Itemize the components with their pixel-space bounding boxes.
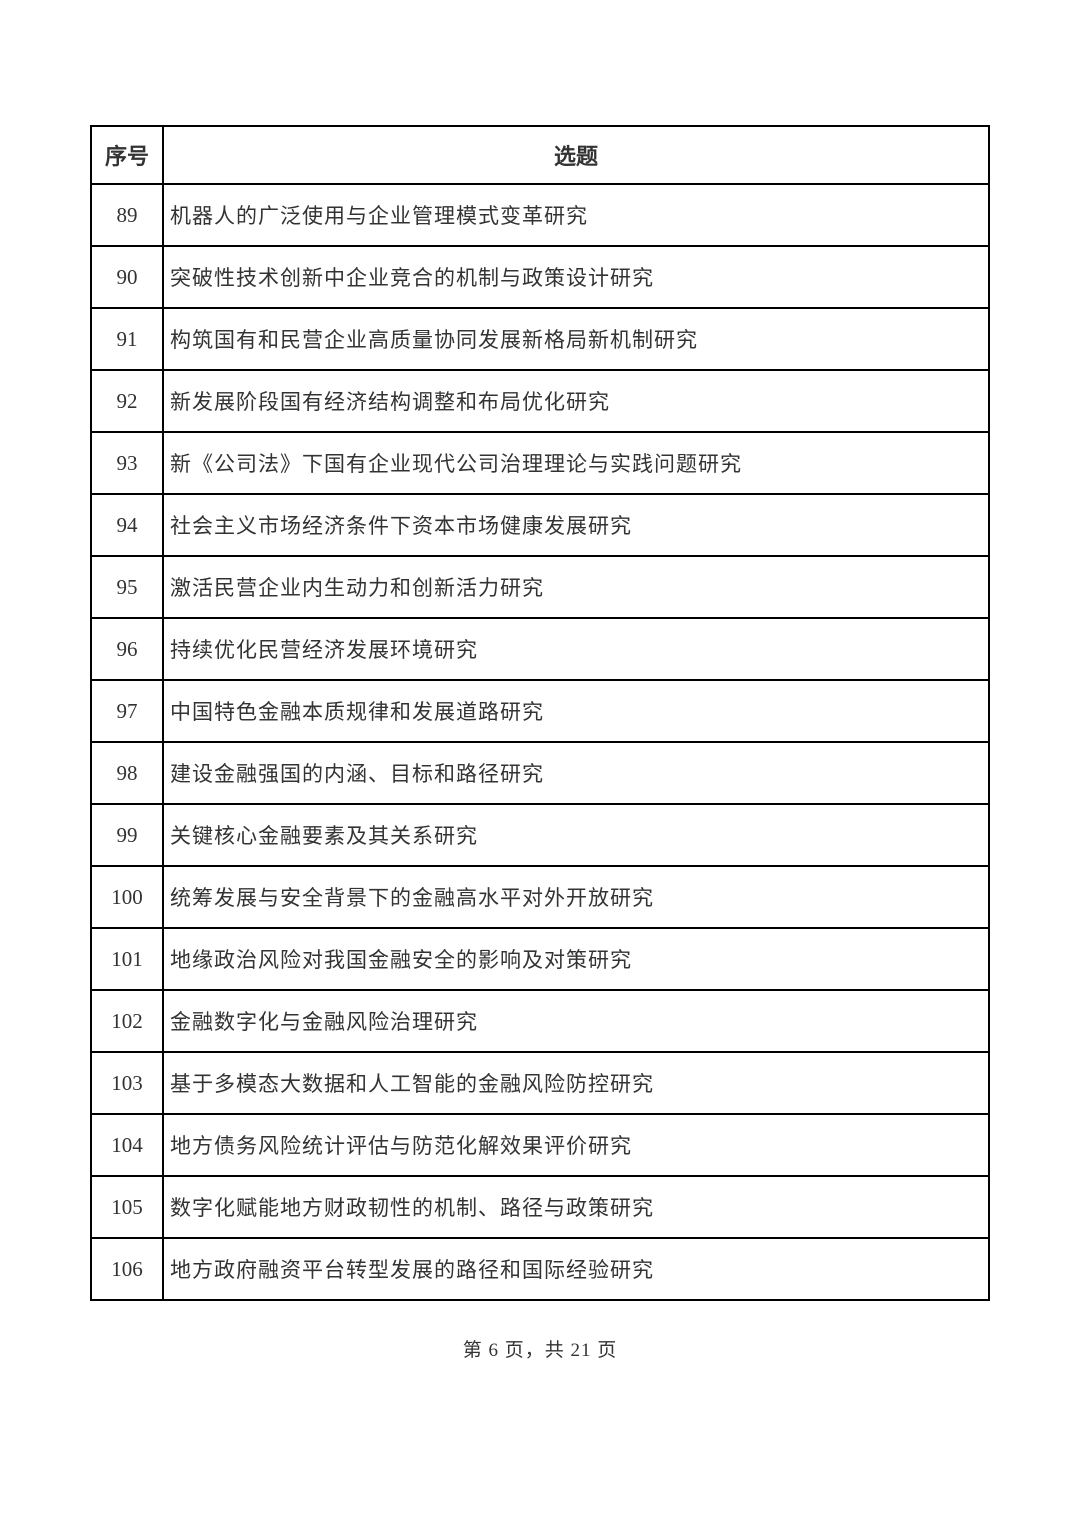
table-body: 89机器人的广泛使用与企业管理模式变革研究90突破性技术创新中企业竞合的机制与政… — [91, 184, 989, 1300]
table-row: 94社会主义市场经济条件下资本市场健康发展研究 — [91, 494, 989, 556]
table-row: 99关键核心金融要素及其关系研究 — [91, 804, 989, 866]
cell-seq: 93 — [91, 432, 163, 494]
cell-topic: 社会主义市场经济条件下资本市场健康发展研究 — [163, 494, 989, 556]
table-row: 101地缘政治风险对我国金融安全的影响及对策研究 — [91, 928, 989, 990]
header-topic: 选题 — [163, 126, 989, 184]
cell-topic: 地缘政治风险对我国金融安全的影响及对策研究 — [163, 928, 989, 990]
cell-topic: 金融数字化与金融风险治理研究 — [163, 990, 989, 1052]
cell-seq: 103 — [91, 1052, 163, 1114]
cell-seq: 101 — [91, 928, 163, 990]
table-row: 97中国特色金融本质规律和发展道路研究 — [91, 680, 989, 742]
table-row: 98建设金融强国的内涵、目标和路径研究 — [91, 742, 989, 804]
table-row: 96持续优化民营经济发展环境研究 — [91, 618, 989, 680]
table-row: 102金融数字化与金融风险治理研究 — [91, 990, 989, 1052]
table-row: 92新发展阶段国有经济结构调整和布局优化研究 — [91, 370, 989, 432]
page-footer: 第 6 页，共 21 页 — [0, 1335, 1080, 1362]
table-row: 106地方政府融资平台转型发展的路径和国际经验研究 — [91, 1238, 989, 1300]
cell-seq: 106 — [91, 1238, 163, 1300]
header-seq: 序号 — [91, 126, 163, 184]
cell-topic: 中国特色金融本质规律和发展道路研究 — [163, 680, 989, 742]
cell-topic: 新《公司法》下国有企业现代公司治理理论与实践问题研究 — [163, 432, 989, 494]
cell-seq: 98 — [91, 742, 163, 804]
cell-seq: 99 — [91, 804, 163, 866]
cell-seq: 90 — [91, 246, 163, 308]
cell-seq: 96 — [91, 618, 163, 680]
table-row: 91构筑国有和民营企业高质量协同发展新格局新机制研究 — [91, 308, 989, 370]
cell-seq: 102 — [91, 990, 163, 1052]
table-row: 93新《公司法》下国有企业现代公司治理理论与实践问题研究 — [91, 432, 989, 494]
cell-topic: 数字化赋能地方财政韧性的机制、路径与政策研究 — [163, 1176, 989, 1238]
table-row: 103基于多模态大数据和人工智能的金融风险防控研究 — [91, 1052, 989, 1114]
cell-topic: 突破性技术创新中企业竞合的机制与政策设计研究 — [163, 246, 989, 308]
cell-topic: 地方债务风险统计评估与防范化解效果评价研究 — [163, 1114, 989, 1176]
cell-topic: 关键核心金融要素及其关系研究 — [163, 804, 989, 866]
cell-topic: 机器人的广泛使用与企业管理模式变革研究 — [163, 184, 989, 246]
cell-topic: 激活民营企业内生动力和创新活力研究 — [163, 556, 989, 618]
cell-seq: 104 — [91, 1114, 163, 1176]
cell-topic: 持续优化民营经济发展环境研究 — [163, 618, 989, 680]
cell-topic: 统筹发展与安全背景下的金融高水平对外开放研究 — [163, 866, 989, 928]
table-row: 95激活民营企业内生动力和创新活力研究 — [91, 556, 989, 618]
cell-seq: 100 — [91, 866, 163, 928]
table-header-row: 序号 选题 — [91, 126, 989, 184]
cell-topic: 地方政府融资平台转型发展的路径和国际经验研究 — [163, 1238, 989, 1300]
cell-seq: 94 — [91, 494, 163, 556]
topics-table: 序号 选题 89机器人的广泛使用与企业管理模式变革研究90突破性技术创新中企业竞… — [90, 125, 990, 1301]
cell-seq: 92 — [91, 370, 163, 432]
table-row: 90突破性技术创新中企业竞合的机制与政策设计研究 — [91, 246, 989, 308]
table-row: 100统筹发展与安全背景下的金融高水平对外开放研究 — [91, 866, 989, 928]
cell-seq: 105 — [91, 1176, 163, 1238]
cell-seq: 97 — [91, 680, 163, 742]
table-row: 105数字化赋能地方财政韧性的机制、路径与政策研究 — [91, 1176, 989, 1238]
cell-seq: 95 — [91, 556, 163, 618]
cell-topic: 基于多模态大数据和人工智能的金融风险防控研究 — [163, 1052, 989, 1114]
cell-topic: 构筑国有和民营企业高质量协同发展新格局新机制研究 — [163, 308, 989, 370]
table-row: 104地方债务风险统计评估与防范化解效果评价研究 — [91, 1114, 989, 1176]
cell-seq: 89 — [91, 184, 163, 246]
cell-seq: 91 — [91, 308, 163, 370]
cell-topic: 新发展阶段国有经济结构调整和布局优化研究 — [163, 370, 989, 432]
table-row: 89机器人的广泛使用与企业管理模式变革研究 — [91, 184, 989, 246]
cell-topic: 建设金融强国的内涵、目标和路径研究 — [163, 742, 989, 804]
